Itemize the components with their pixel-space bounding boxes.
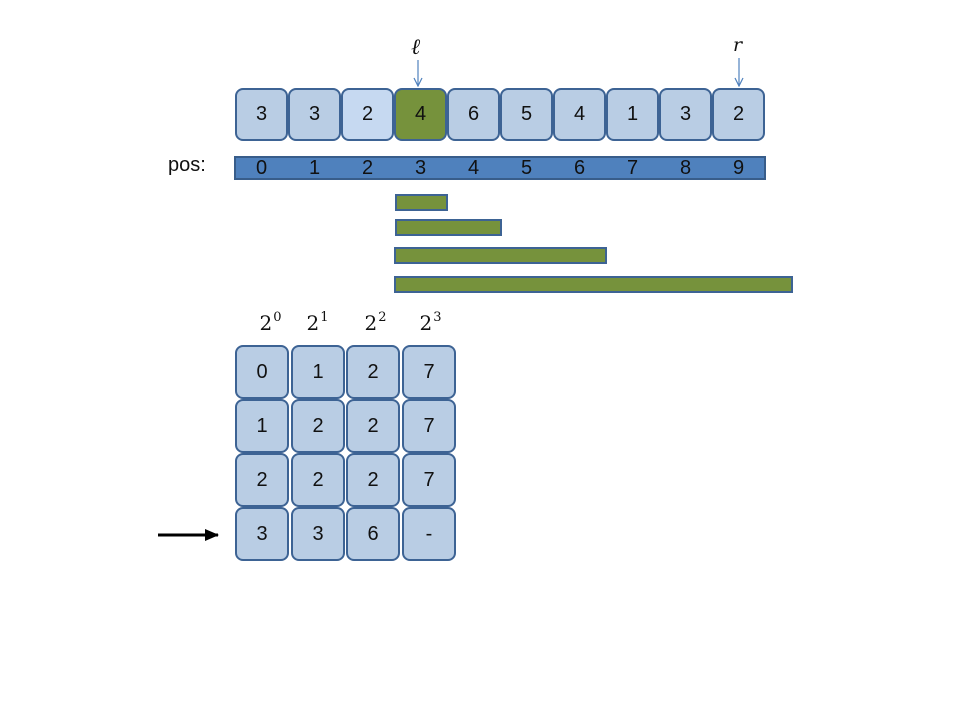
array-cell: 5 — [500, 88, 553, 141]
position-index: 1 — [308, 156, 321, 179]
position-index: 7 — [626, 156, 639, 179]
range-bar-2pow0 — [395, 194, 448, 211]
table-cell: 2 — [291, 453, 345, 507]
array-cell: 4 — [553, 88, 606, 141]
table-cell: 0 — [235, 345, 289, 399]
positions-bar — [234, 156, 766, 180]
table-cell: 7 — [402, 345, 456, 399]
table-cell: 2 — [346, 453, 400, 507]
right-pointer-label: r — [733, 34, 743, 56]
table-cell: 2 — [235, 453, 289, 507]
table-cell: - — [402, 507, 456, 561]
table-cell: 2 — [346, 399, 400, 453]
array-cell-highlighted: 4 — [394, 88, 447, 141]
position-index: 6 — [573, 156, 586, 179]
position-index: 8 — [679, 156, 692, 179]
position-index: 2 — [361, 156, 374, 179]
table-cell: 3 — [235, 507, 289, 561]
table-cell: 7 — [402, 453, 456, 507]
position-index: 3 — [414, 156, 427, 179]
table-cell: 7 — [402, 399, 456, 453]
range-bar-2pow1 — [395, 219, 502, 236]
pos-label: pos: — [168, 154, 206, 176]
array-cell: 6 — [447, 88, 500, 141]
position-index: 4 — [467, 156, 480, 179]
left-pointer-label: ℓ — [411, 35, 421, 60]
range-bar-2pow3 — [394, 276, 793, 293]
position-index: 5 — [520, 156, 533, 179]
table-cell: 1 — [291, 345, 345, 399]
position-index: 0 — [255, 156, 268, 179]
array-cell: 3 — [659, 88, 712, 141]
array-cell: 3 — [288, 88, 341, 141]
table-cell: 6 — [346, 507, 400, 561]
power-header: 20 — [259, 310, 282, 335]
power-header: 21 — [306, 310, 329, 335]
array-cell: 2 — [712, 88, 765, 141]
power-header: 23 — [419, 310, 442, 335]
table-cell: 1 — [235, 399, 289, 453]
array-cell: 1 — [606, 88, 659, 141]
range-bar-2pow2 — [394, 247, 607, 264]
array-cell: 2 — [341, 88, 394, 141]
array-cell: 3 — [235, 88, 288, 141]
table-cell: 3 — [291, 507, 345, 561]
table-cell: 2 — [346, 345, 400, 399]
table-cell: 2 — [291, 399, 345, 453]
power-header: 22 — [364, 310, 387, 335]
position-index: 9 — [732, 156, 745, 179]
